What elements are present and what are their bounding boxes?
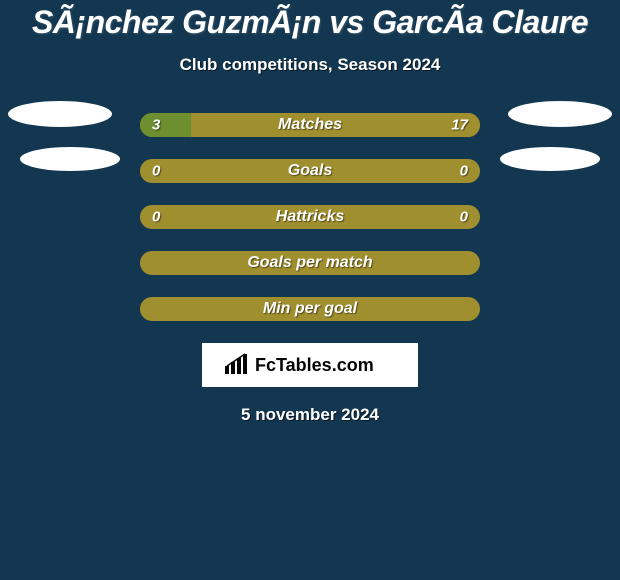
title-player2: GarcÃ­a Claure	[372, 4, 588, 40]
brand-text: FcTables.com	[255, 355, 374, 375]
stat-row: Min per goal	[140, 297, 480, 321]
title-player1: SÃ¡nchez GuzmÃ¡n	[32, 4, 321, 40]
stat-value-right: 0	[460, 208, 468, 225]
stat-value-left: 0	[152, 162, 160, 179]
stat-row: 0 0 Goals	[140, 159, 480, 183]
stat-fill-left	[140, 113, 191, 137]
comparison-card: SÃ¡nchez GuzmÃ¡n vs GarcÃ­a Claure Club …	[0, 0, 620, 580]
stat-row: 3 17 Matches	[140, 113, 480, 137]
stat-label: Goals per match	[247, 254, 372, 272]
subtitle: Club competitions, Season 2024	[180, 55, 441, 75]
stats-rows: 3 17 Matches 0 0 Goals 0 0 Hattricks Goals per ma…	[140, 113, 480, 321]
stat-value-left: 0	[152, 208, 160, 225]
stat-label: Matches	[278, 116, 342, 134]
stats-area: 3 17 Matches 0 0 Goals 0 0 Hattricks Goals per ma…	[0, 113, 620, 321]
stat-value-left: 3	[152, 116, 160, 133]
stat-label: Min per goal	[263, 300, 357, 318]
avatar-player1-bottom	[20, 147, 120, 171]
avatar-player1-top	[8, 101, 112, 127]
brand-box: FcTables.com	[202, 343, 418, 387]
date-text: 5 november 2024	[241, 405, 379, 425]
stat-row: Goals per match	[140, 251, 480, 275]
title-separator: vs	[329, 4, 364, 40]
avatar-player2-bottom	[500, 147, 600, 171]
stat-label: Hattricks	[276, 208, 344, 226]
page-title: SÃ¡nchez GuzmÃ¡n vs GarcÃ­a Claure	[32, 4, 588, 41]
brand-logo-icon: FcTables.com	[225, 352, 395, 378]
stat-label: Goals	[288, 162, 332, 180]
avatar-player2-top	[508, 101, 612, 127]
stat-value-right: 17	[451, 116, 468, 133]
stat-row: 0 0 Hattricks	[140, 205, 480, 229]
stat-value-right: 0	[460, 162, 468, 179]
